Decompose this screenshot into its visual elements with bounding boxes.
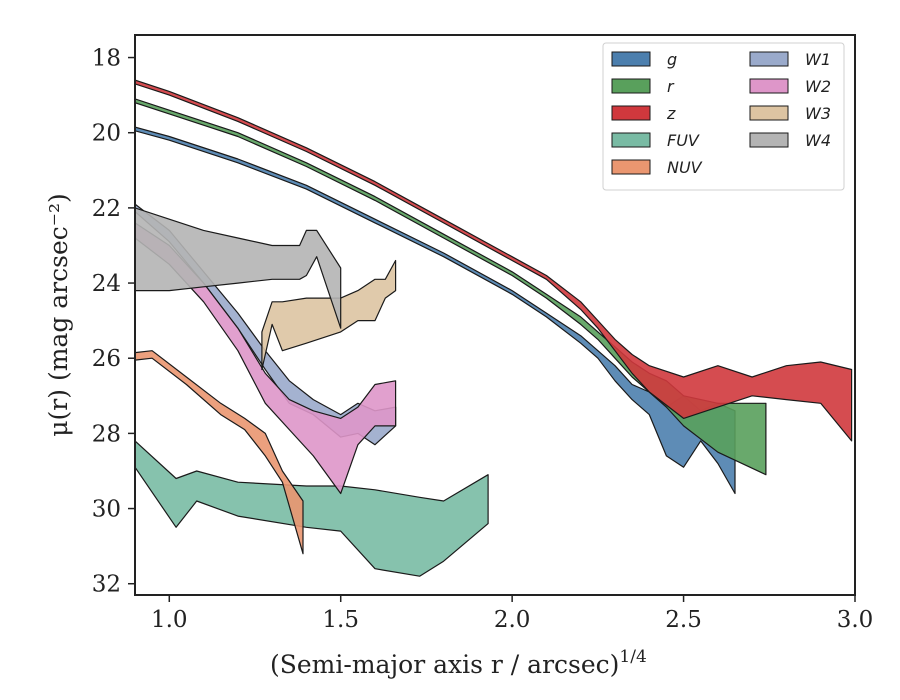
x-axis: 1.0 1.5 2.0 2.5 3.0 bbox=[151, 595, 873, 633]
y-tick-label: 26 bbox=[92, 346, 121, 372]
legend-swatch-w1 bbox=[749, 51, 789, 67]
y-tick-label: 22 bbox=[92, 196, 121, 222]
legend-label-g: g bbox=[667, 50, 677, 69]
band-w4 bbox=[135, 207, 342, 329]
band-fuv bbox=[135, 440, 489, 577]
x-tick-label: 3.0 bbox=[837, 607, 874, 633]
band-w3 bbox=[261, 259, 397, 371]
plot-frame bbox=[134, 34, 856, 596]
y-tick-label: 28 bbox=[92, 421, 121, 447]
legend-label-w4: W4 bbox=[805, 131, 831, 150]
legend-label-nuv: NUV bbox=[667, 158, 703, 177]
y-tick-label: 24 bbox=[92, 271, 121, 297]
legend-swatch-w4 bbox=[749, 132, 789, 148]
legend-swatch-nuv bbox=[611, 159, 651, 175]
series-bands bbox=[135, 79, 853, 577]
legend-swatch-g bbox=[611, 51, 651, 67]
band-g bbox=[135, 126, 736, 495]
y-tick-label: 20 bbox=[92, 121, 121, 147]
legend-swatch-z bbox=[611, 105, 651, 121]
x-axis-title-text: (Semi-major axis r / arcsec) bbox=[270, 650, 619, 679]
x-tick-label: 1.5 bbox=[322, 607, 359, 633]
legend-label-w1: W1 bbox=[805, 50, 831, 69]
x-tick-label: 2.0 bbox=[494, 607, 531, 633]
y-axis: 18 20 22 24 26 28 30 32 bbox=[92, 46, 135, 598]
legend-label-w2: W2 bbox=[805, 77, 831, 96]
legend-label-z: z bbox=[666, 104, 676, 123]
legend-label-fuv: FUV bbox=[667, 131, 700, 150]
y-tick-label: 18 bbox=[92, 46, 121, 72]
band-w2 bbox=[135, 222, 397, 495]
x-tick-label: 2.5 bbox=[665, 607, 702, 633]
x-axis-title: (Semi-major axis r / arcsec)1/4 bbox=[270, 647, 647, 679]
legend-swatch-w3 bbox=[749, 105, 789, 121]
x-axis-title-exponent: 1/4 bbox=[619, 647, 646, 667]
y-axis-title: μ(r) (mag arcsec⁻²) bbox=[44, 193, 73, 436]
legend-label-w3: W3 bbox=[805, 104, 831, 123]
legend: grz FUV NUV W1 W2 W3 W4 bbox=[602, 42, 845, 191]
band-r bbox=[135, 98, 767, 476]
legend-swatch-fuv bbox=[611, 132, 651, 148]
legend-label-r: r bbox=[667, 77, 675, 96]
band-z bbox=[135, 79, 853, 442]
y-tick-label: 30 bbox=[92, 497, 121, 523]
y-tick-label: 32 bbox=[92, 572, 121, 598]
legend-swatch-w2 bbox=[749, 78, 789, 94]
band-nuv bbox=[135, 350, 304, 555]
x-tick-label: 1.0 bbox=[151, 607, 188, 633]
legend-swatch-r bbox=[611, 78, 651, 94]
